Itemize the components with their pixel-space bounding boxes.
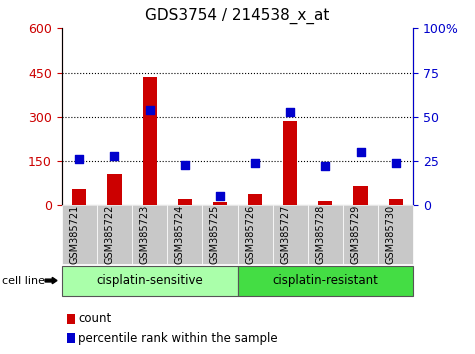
Bar — [107, 175, 122, 205]
Bar — [318, 201, 332, 205]
Text: GSM385728: GSM385728 — [315, 205, 325, 264]
Bar — [72, 189, 86, 205]
Text: percentile rank within the sample: percentile rank within the sample — [78, 332, 278, 344]
Text: GSM385730: GSM385730 — [386, 205, 396, 264]
Point — [251, 160, 259, 166]
Bar — [178, 199, 192, 205]
Bar — [283, 121, 297, 205]
Text: GSM385726: GSM385726 — [245, 205, 255, 264]
Bar — [213, 202, 227, 205]
Point — [216, 194, 224, 199]
Text: GSM385729: GSM385729 — [351, 205, 361, 264]
Point — [286, 109, 294, 114]
Title: GDS3754 / 214538_x_at: GDS3754 / 214538_x_at — [145, 8, 330, 24]
Bar — [142, 77, 157, 205]
Point — [111, 153, 118, 159]
Point — [181, 162, 189, 167]
Text: GSM385721: GSM385721 — [69, 205, 79, 264]
Text: GSM385723: GSM385723 — [140, 205, 150, 264]
Text: count: count — [78, 312, 112, 325]
Point — [392, 160, 399, 166]
Bar — [353, 186, 368, 205]
Text: cisplatin-sensitive: cisplatin-sensitive — [96, 274, 203, 287]
Text: cisplatin-resistant: cisplatin-resistant — [273, 274, 378, 287]
Bar — [248, 194, 262, 205]
Point — [322, 164, 329, 169]
Point — [76, 156, 83, 162]
Text: GSM385727: GSM385727 — [280, 205, 290, 264]
Bar — [389, 199, 403, 205]
Text: GSM385724: GSM385724 — [175, 205, 185, 264]
Text: GSM385722: GSM385722 — [104, 205, 114, 264]
Text: cell line: cell line — [2, 275, 46, 286]
Point — [146, 107, 153, 113]
Text: GSM385725: GSM385725 — [210, 205, 220, 264]
Point — [357, 149, 364, 155]
